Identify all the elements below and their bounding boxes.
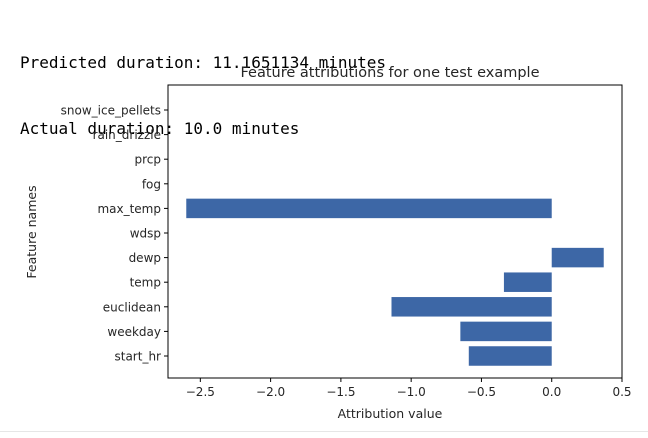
y-tick-label: fog — [142, 177, 161, 191]
y-tick-label: max_temp — [97, 202, 161, 216]
bars-group — [186, 198, 604, 366]
bar-euclidean — [391, 297, 552, 317]
y-tick-label: wdsp — [130, 227, 161, 241]
y-tick-label: euclidean — [103, 300, 161, 314]
y-tick-label: snow_ice_pellets — [61, 104, 161, 118]
plot-frame — [167, 84, 623, 379]
x-tick-label: −0.5 — [467, 385, 496, 399]
cell-output-text: Predicted duration: 11.1651134 minutes A… — [20, 8, 386, 162]
x-tick-label: 0.5 — [612, 385, 631, 399]
x-tick-label: −2.5 — [186, 385, 215, 399]
x-axis-label: Attribution value — [338, 406, 443, 421]
x-tick-label: −1.5 — [326, 385, 355, 399]
y-tick-label: prcp — [134, 153, 161, 167]
bar-start-hr — [468, 346, 552, 366]
chart-title: Feature attributions for one test exampl… — [241, 65, 540, 81]
x-tick-label: −1.0 — [397, 385, 426, 399]
y-tick-label: temp — [130, 276, 161, 290]
bar-temp — [503, 272, 552, 292]
predicted-duration-text: Predicted duration: 11.1651134 minutes — [20, 53, 387, 72]
x-tick-label: −2.0 — [256, 385, 285, 399]
bar-max-temp — [186, 198, 552, 219]
y-tick-label: rain_drizzle — [93, 128, 161, 142]
y-axis-label: Feature names — [24, 185, 39, 278]
actual-duration-text: Actual duration: 10.0 minutes — [20, 119, 300, 138]
bar-dewp — [551, 247, 604, 268]
bottom-divider — [0, 431, 648, 432]
y-tick-label: dewp — [129, 251, 161, 265]
y-tick-label: weekday — [107, 325, 161, 339]
y-tick-label: start_hr — [115, 350, 162, 364]
bar-weekday — [460, 321, 552, 342]
x-axis-ticks: −2.5 −2.0 −1.5 −1.0 −0.5 0.0 0.5 — [186, 378, 632, 399]
x-tick-label: 0.0 — [542, 385, 561, 399]
